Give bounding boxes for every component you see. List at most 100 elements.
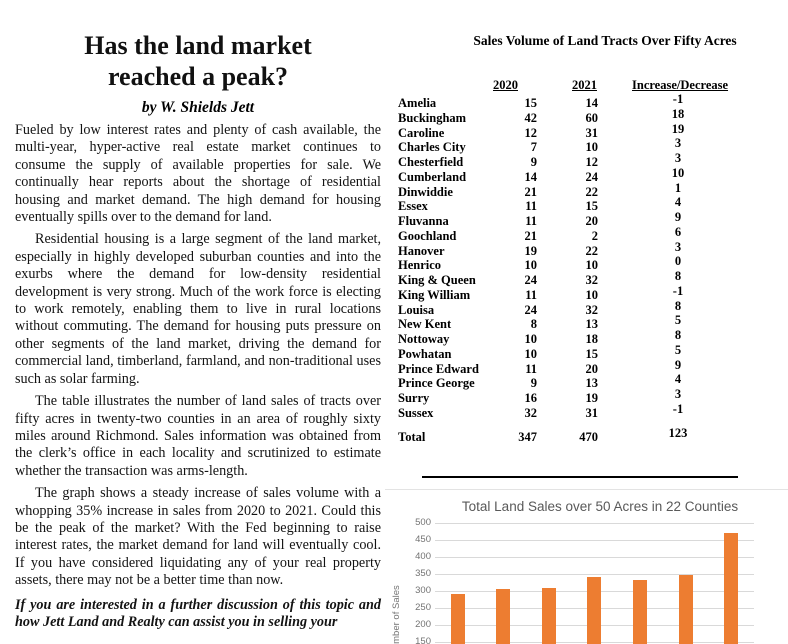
value-increase-decrease: 9 bbox=[674, 210, 682, 224]
table-row: Powhatan 10 15 5 bbox=[390, 343, 788, 362]
table-row: Buckingham 42 60 18 bbox=[390, 107, 788, 126]
county-name: Fluvanna bbox=[398, 214, 449, 228]
value-2021: 22 bbox=[585, 184, 599, 199]
value-2020: 12 bbox=[524, 125, 538, 140]
value-increase-decrease: 0 bbox=[674, 254, 682, 269]
value-2021: 24 bbox=[585, 169, 599, 184]
chart-bar bbox=[724, 533, 739, 644]
chart-y-tick-label: 350 bbox=[415, 568, 431, 579]
table-row: Essex 11 15 4 bbox=[390, 195, 788, 214]
chart-gridline bbox=[435, 523, 754, 524]
value-increase-decrease: 19 bbox=[671, 121, 685, 136]
article-paragraph: Fueled by low interest rates and plenty … bbox=[15, 122, 381, 226]
county-name: Hanover bbox=[398, 243, 445, 258]
value-increase-decrease: 3 bbox=[674, 387, 682, 401]
value-2020: 14 bbox=[524, 169, 538, 184]
total-diff: 123 bbox=[668, 426, 688, 440]
total-2020: 347 bbox=[518, 430, 537, 444]
table-title: Sales Volume of Land Tracts Over Fifty A… bbox=[473, 33, 737, 48]
value-2021: 10 bbox=[585, 258, 599, 273]
value-2020: 9 bbox=[530, 376, 537, 391]
county-name: Dinwiddie bbox=[398, 184, 453, 199]
value-increase-decrease: 8 bbox=[674, 269, 682, 283]
table-row: Chesterfield 9 12 3 bbox=[390, 151, 788, 170]
value-2020: 19 bbox=[524, 243, 538, 258]
value-2021: 32 bbox=[585, 273, 599, 287]
value-2021: 22 bbox=[585, 243, 599, 258]
value-increase-decrease: -1 bbox=[672, 283, 684, 298]
value-2021: 13 bbox=[585, 317, 599, 332]
county-name: Cumberland bbox=[398, 169, 467, 184]
sales-bar-chart: Total Land Sales over 50 Acres in 22 Cou… bbox=[385, 489, 788, 644]
value-increase-decrease: 5 bbox=[674, 313, 682, 328]
table-row: Caroline 12 31 19 bbox=[390, 122, 788, 141]
county-name: Essex bbox=[398, 199, 428, 214]
chart-bar bbox=[633, 579, 648, 644]
value-2020: 11 bbox=[525, 214, 537, 228]
article-title-line2: reached a peak? bbox=[107, 62, 289, 91]
article-paragraph: The table illustrates the number of land… bbox=[15, 393, 381, 479]
value-increase-decrease: 6 bbox=[674, 224, 682, 239]
value-increase-decrease: 4 bbox=[674, 195, 682, 210]
value-2020: 21 bbox=[524, 184, 538, 199]
table-row: Goochland 21 2 6 bbox=[390, 225, 788, 244]
table-row: Henrico 10 10 0 bbox=[390, 254, 788, 273]
table-row: Prince Edward 11 20 9 bbox=[390, 358, 788, 377]
value-2021: 60 bbox=[585, 110, 599, 125]
table-row: Hanover 19 22 3 bbox=[390, 240, 788, 259]
value-2020: 32 bbox=[524, 405, 538, 420]
table-row: New Kent 8 13 5 bbox=[390, 313, 788, 332]
value-2021: 31 bbox=[585, 405, 599, 420]
chart-gridline bbox=[435, 574, 754, 575]
table-row: Fluvanna 11 20 9 bbox=[390, 210, 788, 229]
table-column: Sales Volume of Land Tracts Over Fifty A… bbox=[390, 0, 788, 644]
value-2021: 2 bbox=[591, 228, 598, 243]
county-name: Amelia bbox=[398, 96, 437, 110]
value-increase-decrease: 9 bbox=[674, 357, 682, 372]
value-increase-decrease: 8 bbox=[674, 298, 682, 313]
chart-bar bbox=[450, 594, 465, 644]
value-2020: 10 bbox=[524, 258, 538, 273]
value-2021: 31 bbox=[585, 125, 599, 140]
table-row: Amelia 15 14 -1 bbox=[390, 92, 788, 111]
chart-gridline bbox=[435, 540, 754, 541]
value-increase-decrease: 5 bbox=[674, 342, 682, 357]
chart-title: Total Land Sales over 50 Acres in 22 Cou… bbox=[461, 499, 739, 514]
chart-y-tick-label: 200 bbox=[415, 619, 431, 630]
county-name: Buckingham bbox=[398, 110, 467, 125]
article-column: Has the land market reached a peak? by W.… bbox=[15, 0, 381, 631]
value-2020: 24 bbox=[524, 273, 538, 287]
table-row: Louisa 24 32 8 bbox=[390, 299, 788, 318]
value-increase-decrease: 4 bbox=[674, 372, 682, 387]
value-2021: 20 bbox=[585, 361, 599, 376]
column-header-2020: 2020 bbox=[493, 78, 518, 92]
total-2021: 470 bbox=[579, 430, 598, 444]
value-increase-decrease: -1 bbox=[672, 92, 684, 106]
value-2021: 10 bbox=[585, 287, 599, 302]
county-name: Powhatan bbox=[398, 346, 452, 361]
county-name: Louisa bbox=[398, 302, 435, 317]
value-2021: 20 bbox=[585, 214, 599, 228]
county-name: Surry bbox=[398, 391, 430, 405]
county-name: Nottoway bbox=[398, 332, 450, 346]
county-name: Goochland bbox=[398, 228, 457, 243]
chart-y-tick-label: 450 bbox=[415, 534, 431, 545]
article-byline: by W. Shields Jett bbox=[141, 99, 255, 116]
value-2020: 15 bbox=[524, 96, 538, 110]
value-increase-decrease: -1 bbox=[672, 401, 684, 416]
county-name: Chesterfield bbox=[398, 155, 464, 169]
article-body: Fueled by low interest rates and plenty … bbox=[15, 122, 381, 631]
value-2020: 16 bbox=[524, 391, 538, 405]
table-row: Surry 16 19 3 bbox=[390, 387, 788, 406]
chart-gridline bbox=[435, 557, 754, 558]
value-increase-decrease: 3 bbox=[674, 151, 682, 165]
value-2020: 8 bbox=[530, 317, 537, 332]
chart-y-tick-label: 300 bbox=[415, 585, 431, 596]
value-2021: 13 bbox=[585, 376, 599, 391]
county-name: Prince George bbox=[398, 376, 475, 391]
county-name: Sussex bbox=[398, 405, 434, 420]
table-total-row: Total 347 470 123 bbox=[390, 426, 788, 445]
value-increase-decrease: 8 bbox=[674, 328, 682, 342]
value-2021: 14 bbox=[585, 96, 599, 110]
